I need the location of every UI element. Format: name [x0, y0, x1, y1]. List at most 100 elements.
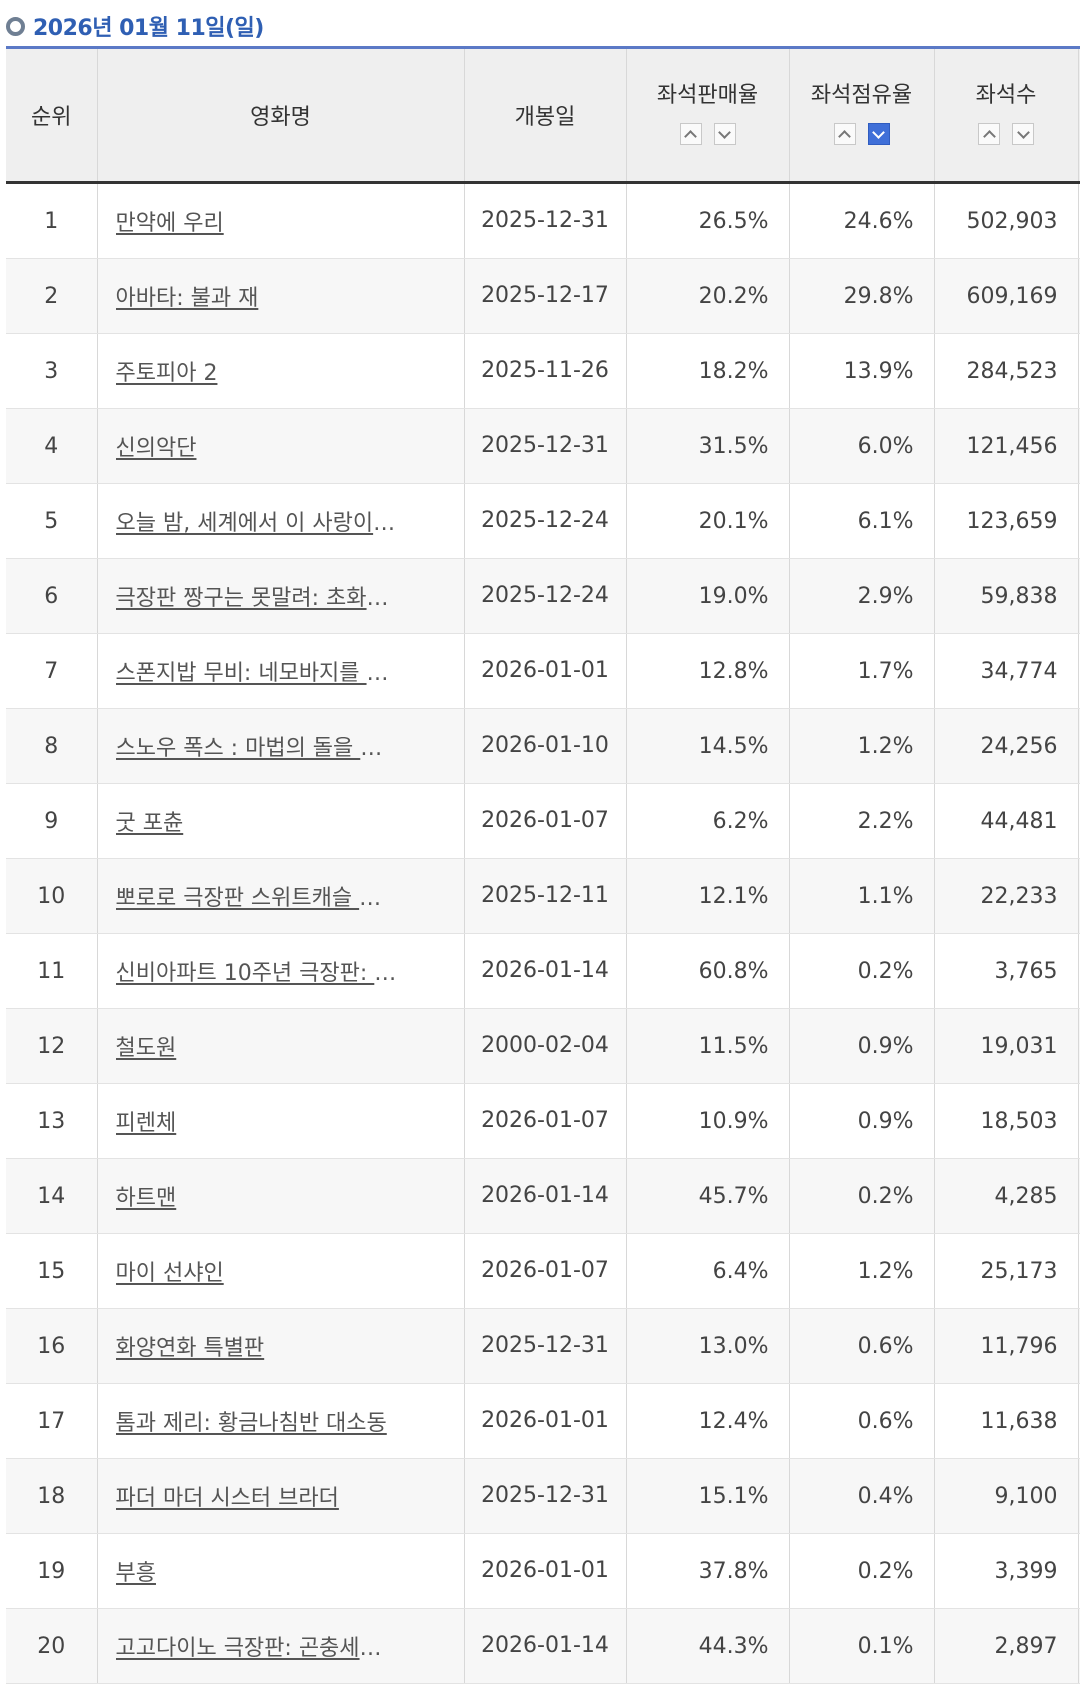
seat-sales-cell: 18.2% [626, 333, 790, 409]
sort-seat-share-desc-button[interactable] [867, 123, 890, 145]
release-date-cell: 2026-01-14 [464, 1608, 627, 1684]
column-header-overflow [1078, 49, 1080, 184]
row-overflow-edge [1077, 1233, 1080, 1309]
movie-title-link[interactable]: 화양연화 특별판 [115, 1336, 265, 1361]
chevron-up-icon [684, 129, 697, 143]
release-date-cell: 2026-01-14 [464, 1158, 627, 1234]
movie-title-link[interactable]: 아바타: 불과 재 [115, 286, 259, 311]
seat-share-cell: 6.1% [789, 483, 935, 559]
seat-sales-cell: 20.1% [626, 483, 790, 559]
seat-count-cell: 4,285 [934, 1158, 1079, 1234]
movie-title-link[interactable]: 뽀로로 극장판 스위트캐슬 대모험 [115, 886, 401, 911]
seat-sales-cell: 45.7% [626, 1158, 790, 1234]
row-overflow-edge [1077, 1083, 1080, 1159]
seat-count-cell: 11,638 [934, 1383, 1079, 1459]
movie-title-link[interactable]: 철도원 [115, 1036, 177, 1061]
seat-share-cell: 1.1% [789, 858, 935, 934]
movie-title-cell: 톰과 제리: 황금나침반 대소동 [97, 1383, 465, 1459]
movie-title-link[interactable]: 부흥 [115, 1561, 156, 1586]
movie-title-link[interactable]: 피렌체 [115, 1111, 177, 1136]
seat-count-cell: 609,169 [934, 258, 1079, 334]
table-row: 18 파더 마더 시스터 브라더 2025-12-31 15.1% 0.4% 9,100 [6, 1458, 1080, 1534]
seat-sales-cell: 60.8% [626, 933, 790, 1009]
seat-count-cell: 25,173 [934, 1233, 1079, 1309]
rank-cell: 18 [6, 1458, 98, 1534]
row-overflow-edge [1077, 483, 1080, 559]
seat-count-cell: 3,765 [934, 933, 1079, 1009]
bullet-ring-icon [6, 16, 25, 36]
release-date-cell: 2026-01-07 [464, 1233, 627, 1309]
seat-count-cell: 502,903 [934, 182, 1079, 259]
release-date-cell: 2026-01-01 [464, 1533, 627, 1609]
row-overflow-edge [1077, 708, 1080, 784]
movie-title-link[interactable]: 스노우 폭스 : 마법의 돌을 찾아서 [115, 736, 401, 761]
seat-share-cell: 1.2% [789, 1233, 935, 1309]
movie-title-cell: 만약에 우리 [97, 182, 465, 259]
movie-title-link[interactable]: 마이 선샤인 [115, 1261, 224, 1286]
release-date-cell: 2026-01-01 [464, 633, 627, 709]
seat-count-cell: 34,774 [934, 633, 1079, 709]
movie-title-cell: 고고다이노 극장판: 곤충세계 … [97, 1608, 465, 1684]
movie-title-link[interactable]: 하트맨 [115, 1186, 177, 1211]
box-office-table-wrap: 순위 영화명 개봉일 좌석판매율 좌석점유율 [6, 46, 1080, 1684]
column-header-release: 개봉일 [464, 49, 627, 184]
box-office-table: 순위 영화명 개봉일 좌석판매율 좌석점유율 [6, 49, 1080, 1684]
seat-share-cell: 0.2% [789, 933, 935, 1009]
table-row: 5 오늘 밤, 세계에서 이 사랑이 사… 2025-12-24 20.1% 6.1% 1… [6, 483, 1080, 559]
rank-cell: 17 [6, 1383, 98, 1459]
release-date-cell: 2026-01-14 [464, 933, 627, 1009]
movie-title-link[interactable]: 만약에 우리 [115, 211, 224, 236]
movie-title-cell: 화양연화 특별판 [97, 1308, 465, 1384]
movie-title-cell: 신의악단 [97, 408, 465, 484]
table-row: 6 극장판 짱구는 못말려: 초화려! … 2025-12-24 19.0% 2.9% 5… [6, 558, 1080, 634]
movie-title-link[interactable]: 신의악단 [115, 436, 197, 461]
rank-cell: 16 [6, 1308, 98, 1384]
seat-sales-cell: 13.0% [626, 1308, 790, 1384]
rank-cell: 12 [6, 1008, 98, 1084]
seat-sales-cell: 15.1% [626, 1458, 790, 1534]
row-overflow-edge [1077, 1008, 1080, 1084]
movie-title-link[interactable]: 극장판 짱구는 못말려: 초화려! … [115, 586, 401, 611]
sort-seat-sales-asc-button[interactable] [679, 123, 702, 145]
rank-cell: 20 [6, 1608, 98, 1684]
sort-seats-asc-button[interactable] [978, 123, 1000, 145]
release-date-cell: 2025-12-31 [464, 1458, 627, 1534]
movie-title-link[interactable]: 고고다이노 극장판: 곤충세계 … [115, 1636, 401, 1661]
sort-seat-share-asc-button[interactable] [833, 123, 856, 145]
movie-title-link[interactable]: 톰과 제리: 황금나침반 대소동 [115, 1411, 387, 1436]
table-row: 2 아바타: 불과 재 2025-12-17 20.2% 29.8% 609,169 [6, 258, 1080, 334]
movie-title-link[interactable]: 신비아파트 10주년 극장판: 한 … [115, 961, 401, 986]
seat-share-cell: 0.2% [789, 1158, 935, 1234]
column-header-seat-share: 좌석점유율 [789, 49, 935, 184]
movie-title-cell: 부흥 [97, 1533, 465, 1609]
row-overflow-edge [1077, 933, 1080, 1009]
table-header-row: 순위 영화명 개봉일 좌석판매율 좌석점유율 [6, 49, 1080, 184]
movie-title-link[interactable]: 스폰지밥 무비: 네모바지를 찾… [115, 661, 401, 686]
sort-seat-sales-desc-button[interactable] [713, 123, 736, 145]
table-row: 14 하트맨 2026-01-14 45.7% 0.2% 4,285 [6, 1158, 1080, 1234]
movie-title-link[interactable]: 주토피아 2 [115, 361, 218, 386]
date-header: 2026년 01월 11일(일) [6, 10, 264, 42]
rank-cell: 6 [6, 558, 98, 634]
movie-title-link[interactable]: 오늘 밤, 세계에서 이 사랑이 사… [115, 511, 401, 536]
seat-share-cell: 13.9% [789, 333, 935, 409]
release-date-cell: 2025-11-26 [464, 333, 627, 409]
chevron-down-icon [718, 125, 731, 139]
seat-share-cell: 24.6% [789, 182, 935, 259]
row-overflow-edge [1077, 1308, 1080, 1384]
seat-share-cell: 0.4% [789, 1458, 935, 1534]
release-date-cell: 2026-01-01 [464, 1383, 627, 1459]
rank-cell: 2 [6, 258, 98, 334]
movie-title-link[interactable]: 파더 마더 시스터 브라더 [115, 1486, 339, 1511]
seat-sales-cell: 12.1% [626, 858, 790, 934]
release-date-cell: 2025-12-24 [464, 558, 627, 634]
movie-title-link[interactable]: 굿 포츈 [115, 811, 184, 836]
seat-share-cell: 0.1% [789, 1608, 935, 1684]
column-header-rank: 순위 [6, 49, 98, 184]
rank-cell: 15 [6, 1233, 98, 1309]
movie-title-cell: 굿 포츈 [97, 783, 465, 859]
seat-share-cell: 2.2% [789, 783, 935, 859]
sort-seats-desc-button[interactable] [1012, 123, 1034, 145]
seat-share-cell: 6.0% [789, 408, 935, 484]
row-overflow-edge [1077, 1533, 1080, 1609]
